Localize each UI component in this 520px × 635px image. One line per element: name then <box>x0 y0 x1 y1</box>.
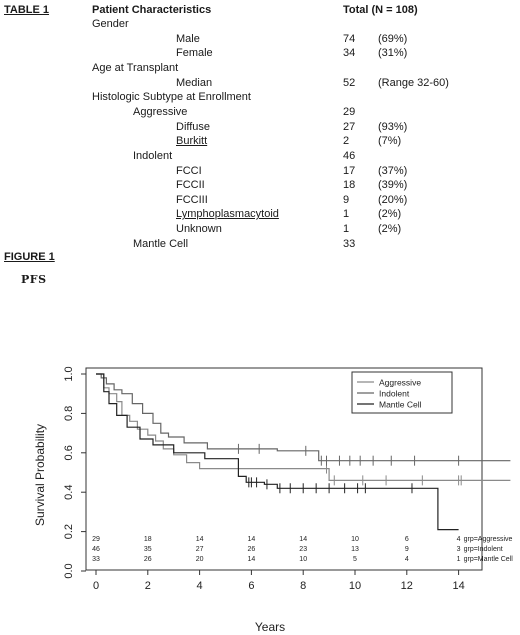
table-row-percent: (7%) <box>378 135 402 148</box>
table-row-count: 27 <box>343 120 356 133</box>
km-curve-indolent <box>96 373 511 462</box>
risk-count: 26 <box>144 556 152 563</box>
table-row-label: Unknown <box>176 223 222 236</box>
table-row-percent: (Range 32-60) <box>378 76 449 89</box>
y-tick-label: 0.0 <box>63 563 75 578</box>
plot-frame <box>85 367 483 571</box>
table-header-characteristics: Patient Characteristics <box>92 4 212 16</box>
risk-count: 14 <box>248 556 256 563</box>
km-curve-aggressive <box>96 373 511 481</box>
x-tick-label: 14 <box>452 580 464 592</box>
y-tick-label: 0.2 <box>63 524 75 539</box>
table-row-label: Aggressive <box>133 105 188 118</box>
risk-count: 10 <box>351 536 359 543</box>
x-tick-label: 10 <box>349 580 361 592</box>
risk-count: 1 <box>457 556 461 563</box>
table-row-percent: (37%) <box>378 164 408 177</box>
table-row-count: 52 <box>343 76 356 89</box>
table-row-count: 18 <box>343 179 356 192</box>
x-tick-label: 6 <box>248 580 254 592</box>
table-row-percent: (2%) <box>378 208 402 221</box>
table-row-count: 17 <box>343 164 356 177</box>
table-row-label: Histologic Subtype at Enrollment <box>92 91 251 104</box>
table-row-label: Burkitt <box>176 135 208 148</box>
table-header-total: Total (N = 108) <box>343 4 418 16</box>
table-row-label: Median <box>176 76 213 89</box>
legend-box <box>351 371 453 414</box>
y-axis-label: Survival Probability <box>33 424 47 526</box>
risk-count: 6 <box>405 536 409 543</box>
figure-subtitle: PFS <box>21 273 47 286</box>
risk-group-label: grp=Mantle Cell <box>464 556 514 563</box>
table-row-label: FCCI <box>176 164 202 177</box>
risk-count: 4 <box>457 536 461 543</box>
legend-label: Aggressive <box>379 378 421 388</box>
x-axis-label: Years <box>255 620 285 634</box>
x-tick-label: 4 <box>197 580 203 592</box>
x-tick-label: 2 <box>145 580 151 592</box>
table-row-label: FCCIII <box>176 193 208 206</box>
risk-count: 14 <box>248 536 256 543</box>
table-row-percent: (39%) <box>378 179 408 192</box>
x-tick-label: 12 <box>401 580 413 592</box>
risk-count: 23 <box>299 546 307 553</box>
table-row-percent: (2%) <box>378 223 402 236</box>
table-row-percent: (20%) <box>378 193 408 206</box>
km-curve-mantle-cell <box>96 373 459 531</box>
risk-count: 13 <box>351 546 359 553</box>
table-row-count: 1 <box>343 223 350 236</box>
table-row-count: 33 <box>343 237 356 250</box>
table-row-label: Age at Transplant <box>92 61 179 74</box>
km-plot: 0.00.20.40.60.81.00 2 4 6 8 10 12 14YearsSurviv… <box>33 366 514 634</box>
table-row-count: 29 <box>343 105 356 118</box>
table-row-label: Lymphoplasmacytoid <box>176 208 279 221</box>
table-row-label: FCCII <box>176 179 205 192</box>
legend-label: Indolent <box>379 389 410 399</box>
risk-count: 27 <box>196 546 204 553</box>
risk-count: 14 <box>196 536 204 543</box>
x-tick-label: 8 <box>300 580 306 592</box>
figure-label: FIGURE 1 <box>4 251 55 263</box>
table-row-label: Gender <box>92 18 129 30</box>
table-row-percent: (31%) <box>378 47 408 60</box>
risk-count: 29 <box>92 536 100 543</box>
table-row-label: Male <box>176 32 200 45</box>
table-row-label: Mantle Cell <box>133 237 189 250</box>
risk-count: 3 <box>457 546 461 553</box>
table-row-percent: (93%) <box>378 120 408 133</box>
x-tick-label: 0 <box>93 580 99 592</box>
table-row-label: Female <box>176 47 213 60</box>
risk-count: 20 <box>196 556 204 563</box>
risk-count: 46 <box>92 546 100 553</box>
risk-group-label: grp=Indolent <box>464 546 503 553</box>
risk-count: 10 <box>299 556 307 563</box>
table-row-count: 2 <box>343 135 350 148</box>
y-tick-label: 0.6 <box>63 445 75 460</box>
risk-count: 4 <box>405 556 409 563</box>
table-row-count: 46 <box>343 149 356 162</box>
risk-count: 35 <box>144 546 152 553</box>
legend-label: Mantle Cell <box>379 400 422 410</box>
table-row-label: Diffuse <box>176 120 211 133</box>
risk-count: 9 <box>405 546 409 553</box>
table-row-count: 1 <box>343 208 350 221</box>
table-row-count: 9 <box>343 193 350 206</box>
risk-count: 26 <box>248 546 256 553</box>
y-tick-label: 0.4 <box>63 485 75 500</box>
risk-count: 5 <box>353 556 357 563</box>
table-label: TABLE 1 <box>4 4 50 16</box>
y-tick-label: 0.8 <box>63 406 75 421</box>
table-row-count: 74 <box>343 32 356 45</box>
risk-count: 33 <box>92 556 100 563</box>
risk-group-label: grp=Aggressive <box>464 536 513 543</box>
risk-count: 14 <box>299 536 307 543</box>
table-row-percent: (69%) <box>378 32 408 45</box>
y-tick-label: 1.0 <box>63 366 75 381</box>
table-row-count: 34 <box>343 47 356 60</box>
table-row-label: Indolent <box>133 149 173 162</box>
risk-count: 18 <box>144 536 152 543</box>
